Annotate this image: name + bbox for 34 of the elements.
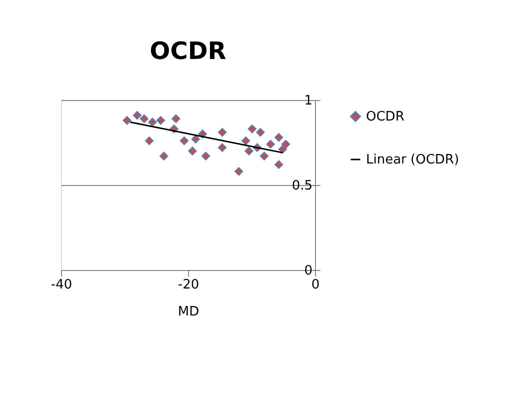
legend-label: Linear (OCDR) xyxy=(366,152,460,168)
point xyxy=(218,143,227,152)
point xyxy=(122,116,132,125)
point xyxy=(260,152,269,160)
point xyxy=(159,152,168,160)
point xyxy=(274,133,284,142)
point xyxy=(234,167,244,176)
x-tick-label: -20 xyxy=(178,278,200,292)
point xyxy=(278,144,287,154)
point xyxy=(248,124,257,134)
point xyxy=(191,134,200,144)
y-tick-label: 0.5 xyxy=(292,178,312,194)
legend-label: OCDR xyxy=(366,110,404,124)
point xyxy=(274,160,284,169)
point xyxy=(144,136,154,146)
point xyxy=(180,136,189,146)
chart-title: OCDR xyxy=(150,37,226,65)
point xyxy=(244,146,254,156)
point xyxy=(256,128,265,137)
point xyxy=(281,140,290,149)
point xyxy=(172,114,180,124)
y-tick-label: 1 xyxy=(304,94,312,108)
y-tick-label: 0 xyxy=(304,264,312,278)
point xyxy=(201,152,210,160)
x-axis-title: MD xyxy=(178,304,200,320)
point xyxy=(140,114,149,124)
point xyxy=(132,110,142,120)
point xyxy=(188,146,197,156)
point xyxy=(266,140,275,149)
x-tick-label: -40 xyxy=(50,278,72,292)
point xyxy=(148,118,157,126)
point xyxy=(156,116,166,125)
point xyxy=(218,128,227,137)
point xyxy=(241,136,250,146)
